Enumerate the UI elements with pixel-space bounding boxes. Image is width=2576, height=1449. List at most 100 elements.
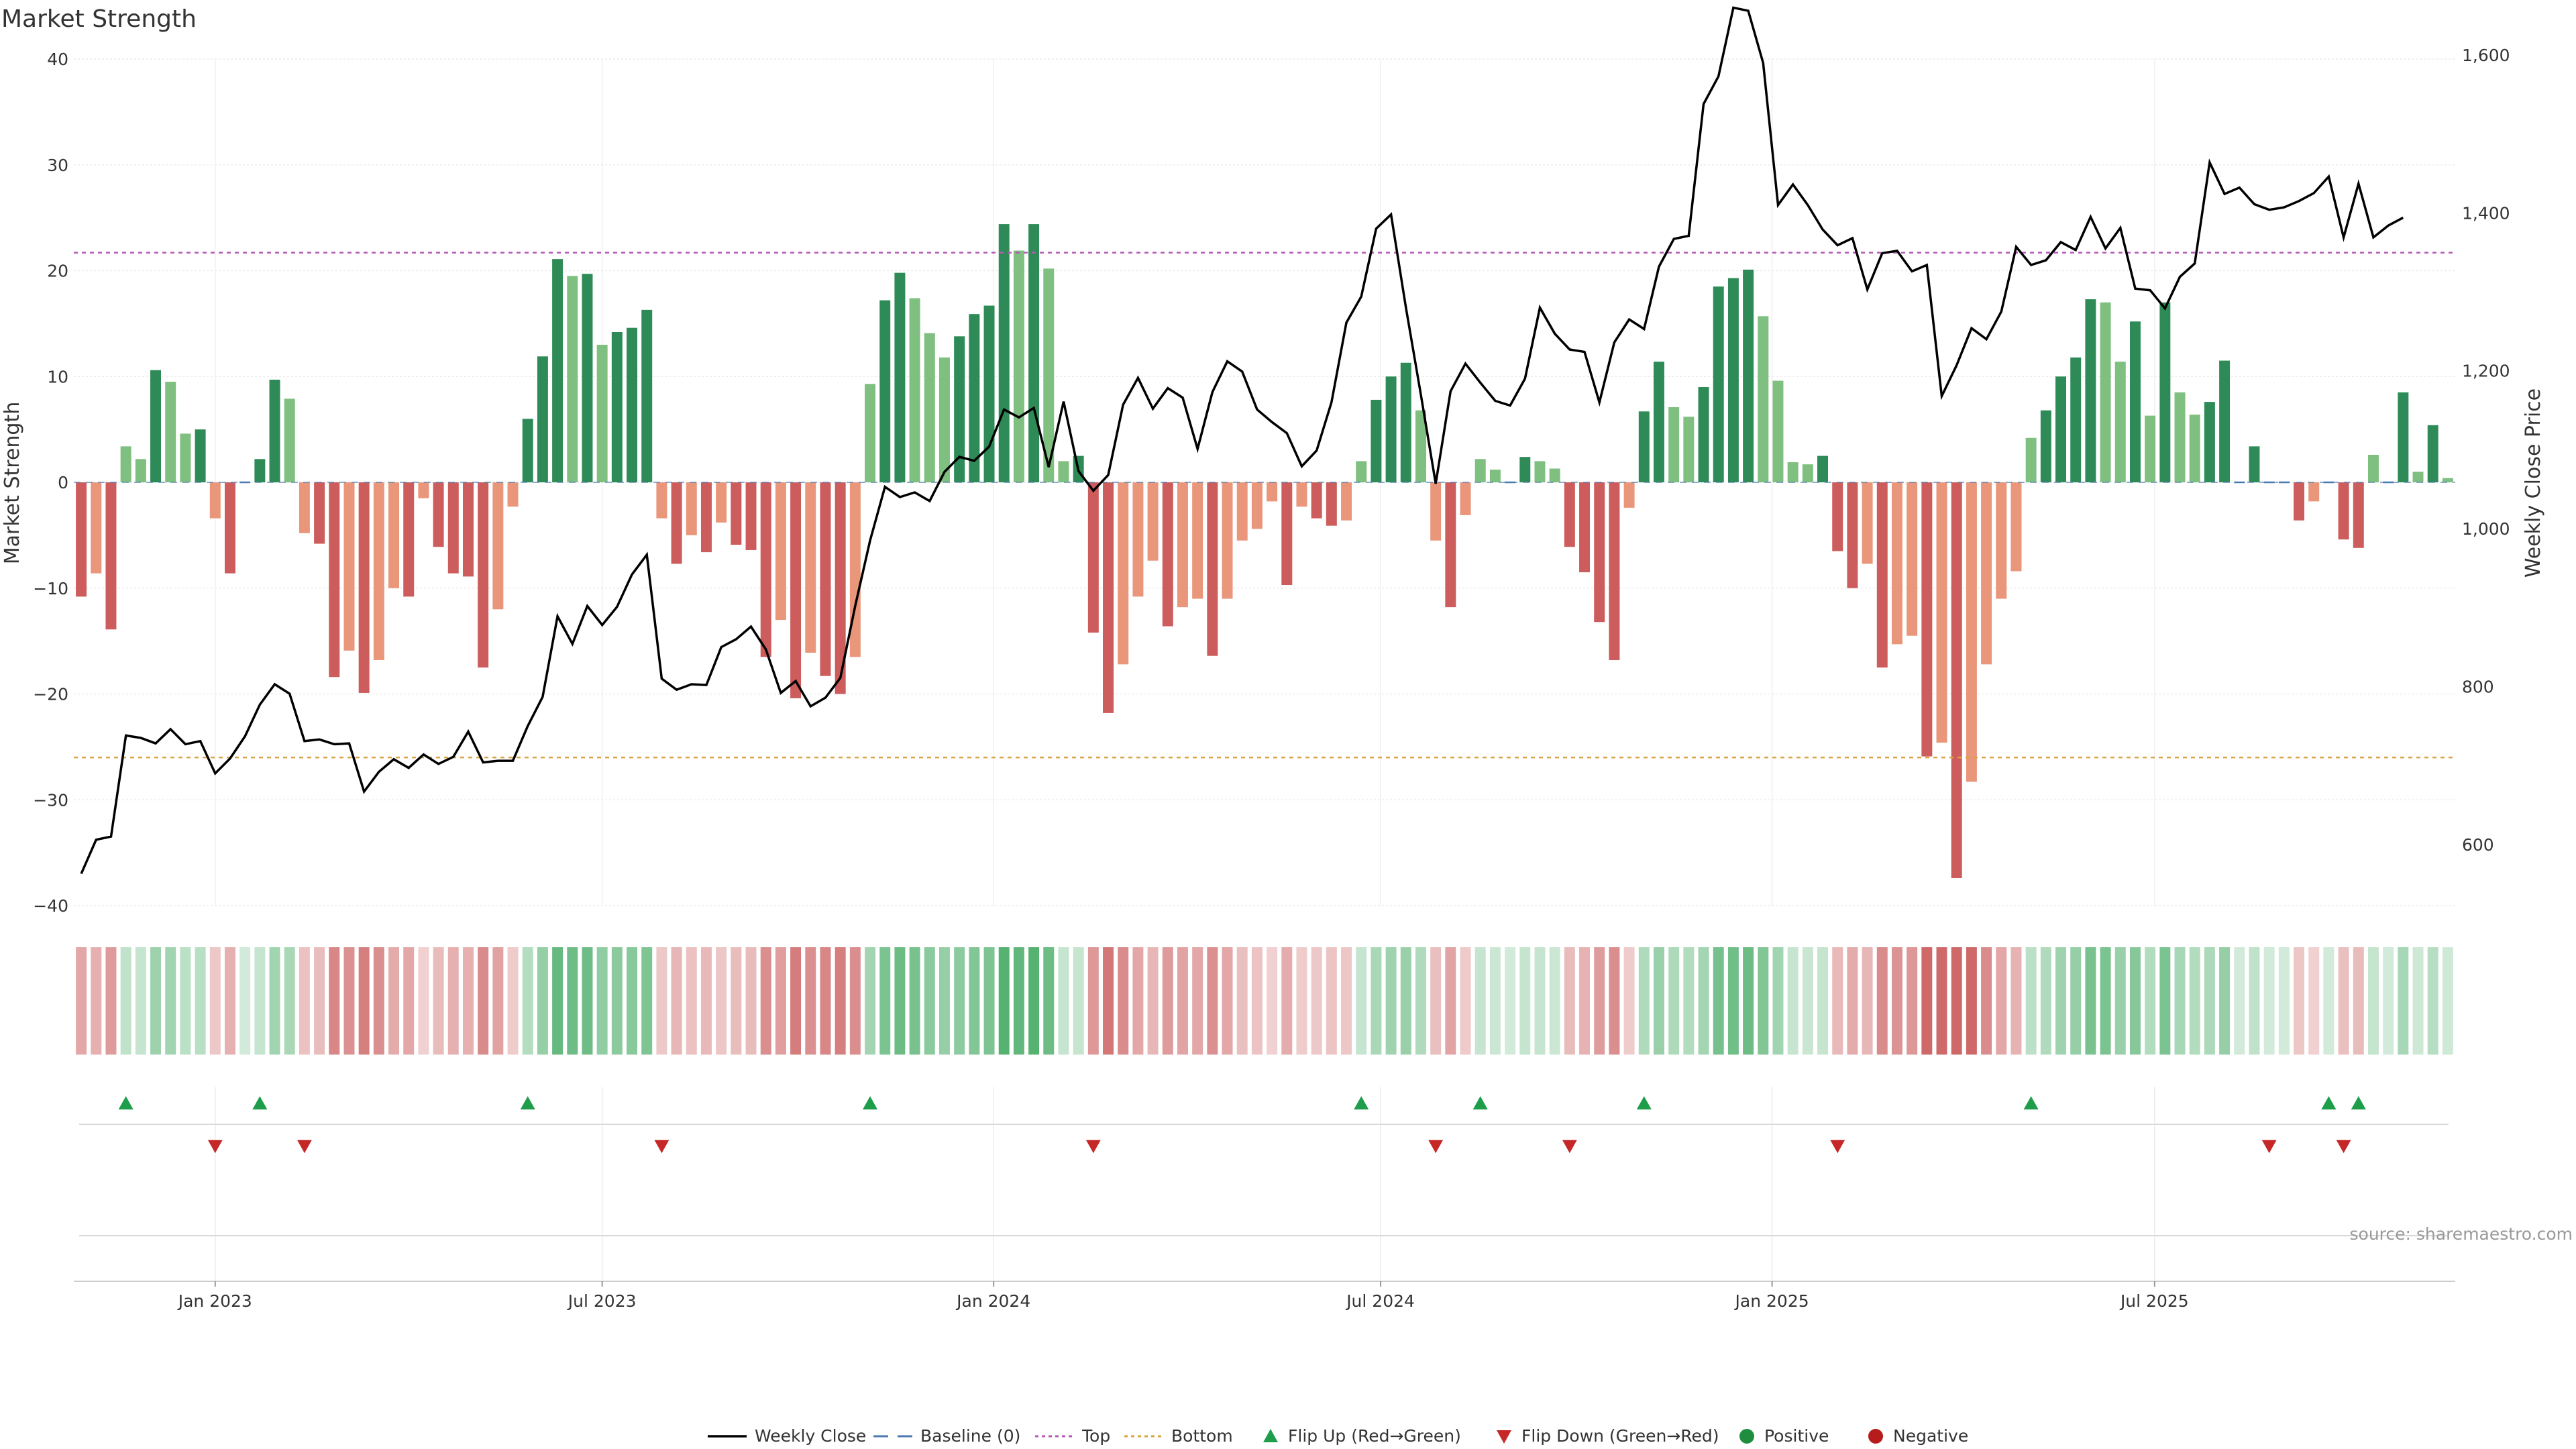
strength-bar bbox=[894, 272, 906, 482]
heat-cell bbox=[1594, 947, 1605, 1055]
strength-bar bbox=[2338, 482, 2349, 540]
strength-bar bbox=[1132, 482, 1144, 597]
legend-item-negative: Negative bbox=[1868, 1426, 1968, 1446]
heat-cell bbox=[1162, 947, 1173, 1055]
heat-cell bbox=[1549, 947, 1560, 1055]
strength-bar bbox=[1534, 461, 1546, 482]
strength-bar bbox=[2025, 437, 2037, 482]
left-axis-ticks: 40 30 20 10 0 −10 −20 −30 −40 bbox=[33, 50, 68, 916]
heat-cell bbox=[1817, 947, 1829, 1055]
heat-cell bbox=[1772, 947, 1784, 1055]
flip-up-marker bbox=[2023, 1096, 2039, 1110]
heat-cell bbox=[1087, 947, 1099, 1055]
heat-cell bbox=[1996, 947, 2007, 1055]
strength-bar bbox=[790, 482, 802, 698]
right-axis-label: Weekly Close Price bbox=[2522, 388, 2545, 578]
heat-cell bbox=[492, 947, 504, 1055]
heat-cell bbox=[1847, 947, 1858, 1055]
strength-bar bbox=[195, 429, 206, 482]
legend-swatch-flip-up bbox=[1263, 1429, 1278, 1442]
strength-bar bbox=[924, 333, 935, 482]
heat-cell bbox=[1564, 947, 1575, 1055]
strength-bar bbox=[983, 305, 995, 482]
flip-markers bbox=[118, 1096, 2366, 1153]
heat-cell bbox=[1251, 947, 1263, 1055]
heat-cell bbox=[2159, 947, 2171, 1055]
strength-bar bbox=[492, 482, 504, 610]
flip-up-marker bbox=[863, 1096, 878, 1110]
strength-bar bbox=[1653, 362, 1664, 482]
heat-cell bbox=[1981, 947, 1992, 1055]
heat-cell bbox=[909, 947, 920, 1055]
strength-bar bbox=[731, 482, 742, 545]
heat-cell bbox=[596, 947, 608, 1055]
flip-down-marker bbox=[207, 1140, 223, 1153]
strength-bar bbox=[388, 482, 400, 588]
heat-cell bbox=[760, 947, 771, 1055]
heat-cell bbox=[2174, 947, 2186, 1055]
strength-bar bbox=[1489, 470, 1501, 482]
x-tick-label: Jan 2023 bbox=[177, 1291, 252, 1311]
heat-cell bbox=[150, 947, 162, 1055]
legend-item-flip-down: Flip Down (Green→Red) bbox=[1497, 1426, 1719, 1446]
strength-bar bbox=[91, 482, 102, 574]
left-tick-label: 10 bbox=[47, 367, 68, 386]
strength-bar bbox=[1727, 278, 1739, 482]
heat-cell bbox=[2338, 947, 2349, 1055]
strength-bar bbox=[418, 482, 429, 498]
heat-cell bbox=[2100, 947, 2111, 1055]
right-tick-label: 1,400 bbox=[2462, 203, 2510, 223]
heat-cell bbox=[180, 947, 191, 1055]
strength-bar bbox=[2174, 392, 2186, 482]
strength-bar bbox=[537, 356, 548, 482]
heat-cell bbox=[1653, 947, 1664, 1055]
flip-down-marker bbox=[1562, 1140, 1577, 1153]
heat-cell bbox=[1296, 947, 1307, 1055]
heat-cell bbox=[1371, 947, 1382, 1055]
heat-cell bbox=[954, 947, 965, 1055]
heat-cell bbox=[1043, 947, 1055, 1055]
legend-item-weekly-close: Weekly Close bbox=[708, 1426, 866, 1446]
heat-cell bbox=[2145, 947, 2156, 1055]
strength-bar bbox=[254, 459, 266, 482]
x-axis-ticks: Jan 2023 Jul 2023 Jan 2024 Jul 2024 Jan 2025… bbox=[177, 1281, 2189, 1311]
heat-cell bbox=[388, 947, 400, 1055]
left-tick-label: −20 bbox=[33, 685, 68, 704]
strength-bar bbox=[165, 382, 176, 482]
heat-cell bbox=[254, 947, 266, 1055]
legend-swatch-flip-down bbox=[1497, 1430, 1511, 1444]
strength-bar bbox=[358, 482, 370, 693]
heat-cell bbox=[314, 947, 325, 1055]
strength-bar bbox=[1802, 464, 1813, 482]
strength-bar bbox=[2204, 402, 2215, 482]
heat-cell bbox=[582, 947, 593, 1055]
heat-cell bbox=[611, 947, 623, 1055]
left-tick-label: 20 bbox=[47, 262, 68, 281]
heat-cell bbox=[2189, 947, 2200, 1055]
heat-cell bbox=[1267, 947, 1278, 1055]
heat-cell bbox=[2070, 947, 2082, 1055]
heat-cell bbox=[1311, 947, 1322, 1055]
heat-cell bbox=[2412, 947, 2424, 1055]
heat-cell bbox=[343, 947, 355, 1055]
strength-bar bbox=[1236, 482, 1248, 541]
heat-cell bbox=[2085, 947, 2096, 1055]
flip-up-marker bbox=[520, 1096, 535, 1110]
grid-lines bbox=[74, 58, 2455, 1282]
strength-bar bbox=[2055, 376, 2067, 482]
heat-cell bbox=[700, 947, 712, 1055]
strength-bar bbox=[938, 357, 950, 482]
heat-cell bbox=[1445, 947, 1456, 1055]
strength-bar bbox=[1891, 482, 1902, 645]
strength-bar bbox=[120, 446, 131, 482]
flip-up-marker bbox=[2321, 1096, 2337, 1110]
strength-bar bbox=[1445, 482, 1456, 608]
flip-up-marker bbox=[252, 1096, 268, 1110]
heat-cell bbox=[1400, 947, 1411, 1055]
strength-bar bbox=[180, 433, 191, 482]
strength-bar bbox=[596, 344, 608, 482]
heat-cell bbox=[537, 947, 548, 1055]
strength-bar bbox=[314, 482, 325, 544]
strength-bar bbox=[1594, 482, 1605, 623]
strength-bar bbox=[2085, 299, 2096, 482]
